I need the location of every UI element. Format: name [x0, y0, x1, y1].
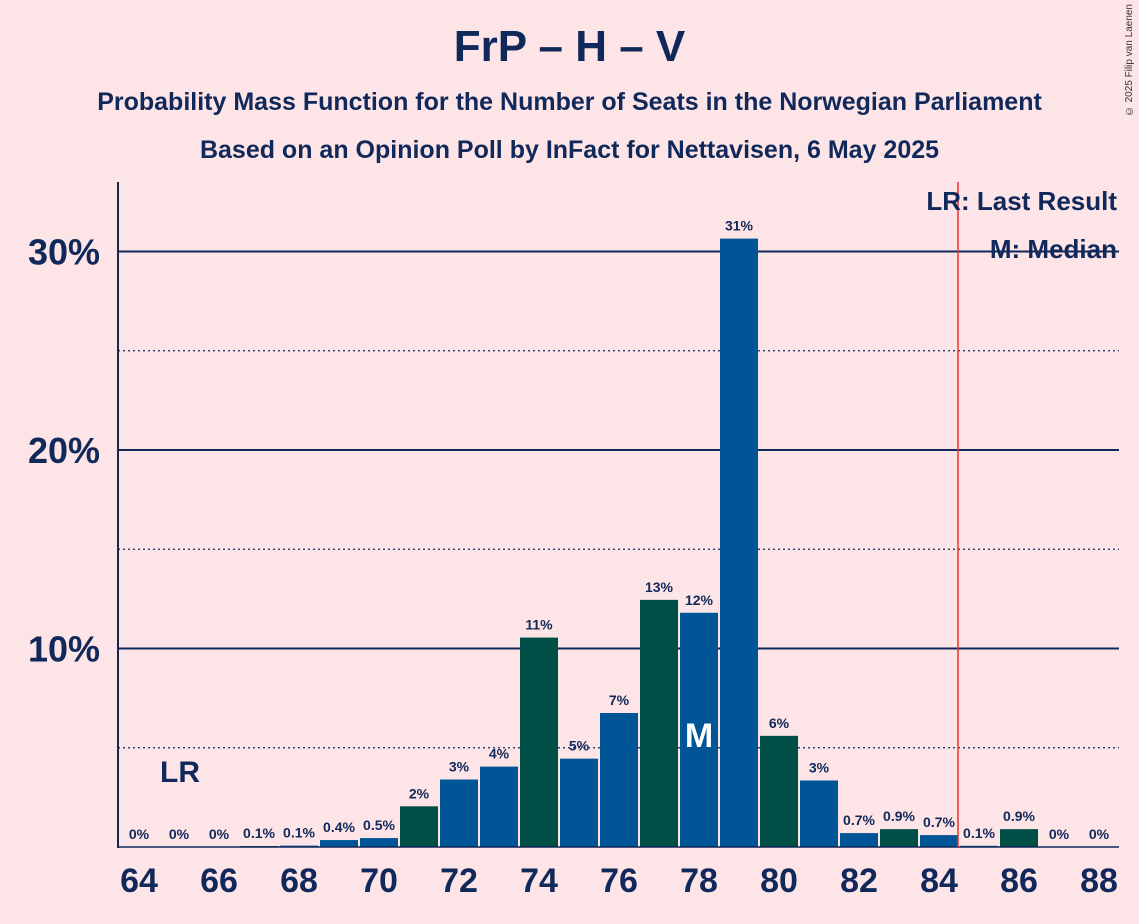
- grid-lines: [118, 250, 1119, 749]
- bar-value-label: 3%: [809, 760, 830, 776]
- bar-value-label: 12%: [685, 592, 714, 608]
- bar-value-label: 7%: [609, 692, 630, 708]
- bar-value-label: 0.7%: [843, 812, 875, 828]
- y-tick-label: 20%: [28, 430, 100, 471]
- bar-seat-76: [600, 713, 638, 847]
- bar-value-label: 0.1%: [283, 825, 315, 841]
- bar-seat-78: [680, 612, 718, 847]
- bar-value-label: 0.1%: [243, 825, 275, 841]
- bar-seat-70: [360, 838, 398, 847]
- bar-value-label: 0.5%: [363, 817, 395, 833]
- bar-value-label: 0.1%: [963, 825, 995, 841]
- bar-value-label: 4%: [489, 746, 510, 762]
- bar-labels-group: 0% 0% 0% 0.1% 0.1% 0.4% 0.5% 2% 3% 4% 11% 5% 7% 13% 12…: [129, 218, 1110, 842]
- bar-value-label: 11%: [525, 617, 553, 633]
- bar-seat-69: [320, 840, 358, 847]
- bar-value-label: 3%: [449, 759, 470, 775]
- last-result-label: LR: [160, 756, 200, 789]
- bar-seat-72: [440, 779, 478, 847]
- bar-value-label: 5%: [569, 738, 590, 754]
- chart-title: FrP – H – V: [453, 22, 686, 71]
- x-tick-label: 70: [360, 862, 398, 900]
- bar-value-label: 0%: [1089, 826, 1110, 842]
- bar-seat-73: [480, 766, 518, 847]
- x-tick-label: 88: [1080, 862, 1118, 900]
- bar-value-label: 13%: [645, 579, 674, 595]
- bar-seat-74: [520, 637, 558, 847]
- bar-value-label: 0%: [169, 826, 190, 842]
- markers-group: LR M LR: Last Result M: Median: [160, 182, 1117, 847]
- bar-seat-86: [1000, 829, 1038, 847]
- bar-seat-77: [640, 599, 678, 847]
- x-tick-label: 82: [840, 862, 878, 900]
- bar-seat-75: [560, 758, 598, 847]
- bar-seat-84: [920, 835, 958, 847]
- bar-seat-79: [720, 238, 758, 847]
- chart-subtitle: Probability Mass Function for the Number…: [97, 88, 1042, 116]
- legend-median: M: Median: [990, 234, 1117, 264]
- x-tick-label: 80: [760, 862, 798, 900]
- bar-value-label: 2%: [409, 785, 430, 801]
- x-tick-label: 86: [1000, 862, 1038, 900]
- x-tick-label: 76: [600, 862, 638, 900]
- bar-value-label: 0.7%: [923, 814, 955, 830]
- x-tick-label: 64: [120, 862, 158, 900]
- bar-value-label: 0%: [129, 826, 150, 842]
- bar-value-label: 0%: [1049, 826, 1070, 842]
- x-tick-label: 74: [520, 862, 558, 900]
- x-tick-label: 84: [920, 862, 958, 900]
- bar-value-label: 6%: [769, 715, 790, 731]
- bar-value-label: 0%: [209, 826, 230, 842]
- bar-seat-80: [760, 735, 798, 847]
- x-tick-label: 66: [200, 862, 238, 900]
- legend-last-result: LR: Last Result: [926, 186, 1117, 216]
- bar-seat-83: [880, 829, 918, 847]
- x-tick-label: 68: [280, 862, 318, 900]
- y-tick-label: 10%: [28, 629, 100, 670]
- y-tick-label: 30%: [28, 232, 100, 273]
- x-tick-label: 78: [680, 862, 718, 900]
- bar-value-label: 0.9%: [1003, 808, 1035, 824]
- bars-group: [240, 238, 1038, 847]
- bar-value-label: 0.9%: [883, 808, 915, 824]
- median-label: M: [685, 717, 713, 755]
- chart-subtitle-poll: Based on an Opinion Poll by InFact for N…: [199, 136, 940, 164]
- axes-group: 10% 20% 30% 64 66 68 70 72 74 76 78 80 82 84 86 88: [28, 182, 1119, 900]
- x-tick-label: 72: [440, 862, 478, 900]
- bar-value-label: 31%: [725, 218, 754, 234]
- bar-seat-82: [840, 833, 878, 847]
- bar-seat-81: [800, 780, 838, 847]
- bar-value-label: 0.4%: [323, 819, 355, 835]
- bar-seat-71: [400, 806, 438, 847]
